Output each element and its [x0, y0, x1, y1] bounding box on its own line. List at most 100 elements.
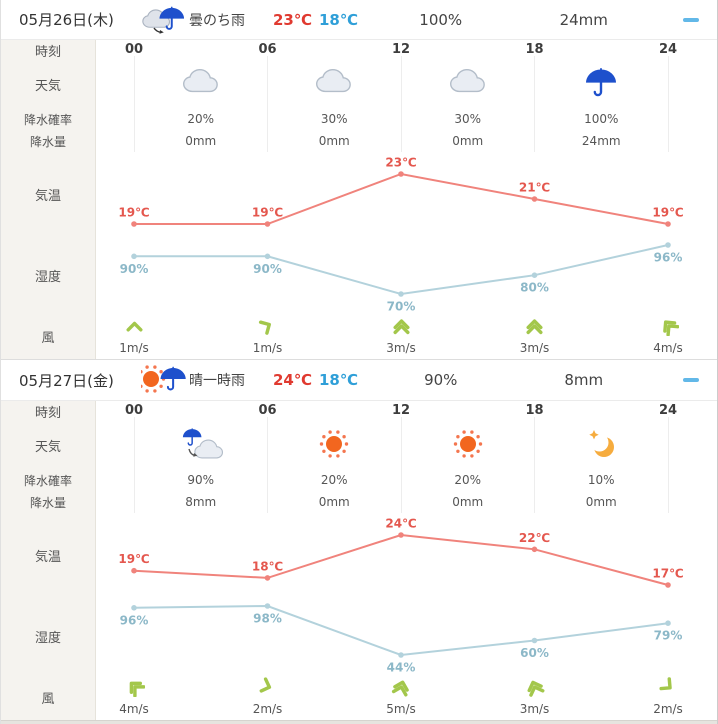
temp-point [264, 221, 271, 227]
row-label-wind: 風 [41, 331, 55, 346]
temp-value: 23℃ [385, 156, 416, 170]
temp-point [131, 567, 137, 574]
weather-summary: 曇のち雨 [189, 12, 245, 29]
wind-direction-icon [391, 319, 412, 340]
wind-cell: 2m/s [240, 676, 296, 716]
precipitation-probability: 90% [424, 371, 458, 389]
weather-icon-cloudy [179, 66, 223, 102]
humidity-point [264, 253, 271, 260]
temp-value: 24℃ [385, 517, 416, 531]
day-forecast-grid: 00 06 12 18 24 20% 0mm 30% 0mm 30% 0mm 100% 24mm 1… [96, 40, 717, 359]
weather-blocks: 90% 8mm 20% 0mm 20% 0mm 10% 0mm [96, 417, 717, 513]
column-divider [267, 417, 268, 513]
wind-cell: 4m/s [106, 676, 162, 716]
pop-value: 30% [320, 112, 348, 126]
wind-cell: 4m/s [640, 315, 696, 355]
day-header: 05月26日(木) 曇のち雨 23℃ 18℃ 100% 24mm [1, 0, 717, 40]
temperature-chart: 19℃ 19℃ 23℃ 21℃ 19℃ [118, 156, 684, 227]
collapse-button[interactable] [665, 17, 717, 22]
temp-point [665, 582, 671, 588]
cloud-umbrella-icon [141, 3, 189, 37]
row-labels-column: 時刻 天気 降水確率 降水量 気温 湿度 風 [1, 401, 96, 720]
temp-point [264, 575, 271, 581]
page-bottom-strip [1, 720, 717, 724]
weather-icon-sunny [312, 427, 356, 463]
column-divider [267, 56, 268, 152]
weather-summary: 晴一時雨 [189, 373, 245, 389]
day-panel-1: 05月26日(木) 曇のち雨 23℃ 18℃ 100% 24mm 時刻 天気 降… [1, 0, 717, 359]
high-temp: 23℃ [273, 10, 313, 29]
wind-speed-value: 5m/s [386, 702, 416, 716]
weather-icon-rain-then-cloudy [179, 427, 223, 463]
precip-amount-value: 0mm [185, 134, 217, 148]
time-label: 06 [258, 403, 277, 418]
humidity-value: 90% [120, 262, 149, 276]
pop-value: 90% [187, 473, 215, 487]
row-label-weather: 天気 [34, 439, 61, 455]
row-label-humidity: 湿度 [34, 630, 61, 646]
humidity-value: 98% [253, 612, 282, 626]
humidity-value: 79% [654, 629, 683, 643]
row-label-time: 時刻 [34, 44, 61, 60]
precipitation-probability: 100% [419, 10, 463, 29]
wind-direction-icon [391, 680, 412, 701]
temp-point [531, 196, 538, 202]
wind-row: 4m/s 2m/s 5m/s 3m/s 2m/s [96, 675, 717, 720]
temp-value: 22℃ [519, 531, 550, 545]
low-temp: 18℃ [319, 371, 359, 389]
humidity-point [264, 603, 271, 609]
humidity-value: 96% [654, 251, 683, 265]
wind-direction-icon [524, 680, 545, 701]
humidity-chart: 96% 98% 44% 60% 79% [120, 603, 683, 675]
wind-cell: 3m/s [507, 315, 563, 355]
column-divider [400, 417, 402, 513]
temp-point [131, 221, 137, 227]
wind-speed-value: 2m/s [653, 702, 683, 716]
row-label-temp: 気温 [34, 549, 61, 565]
row-label-temp: 気温 [34, 188, 61, 204]
pop-value: 20% [320, 473, 348, 487]
day-header: 05月27日(金) 晴一時雨 24℃ 18℃ 90% 8mm [1, 359, 717, 401]
precip-amount-value: 8mm [185, 495, 217, 509]
column-divider [534, 56, 535, 152]
wind-speed-value: 2m/s [252, 702, 283, 716]
wind-direction-icon [257, 320, 278, 340]
wind-cell: 2m/s [640, 676, 696, 716]
humidity-point [531, 272, 538, 278]
time-label: 24 [658, 403, 678, 418]
temp-point [398, 171, 404, 177]
temp-point [531, 546, 538, 553]
column-divider [534, 417, 535, 513]
weather-icon-rain [579, 66, 623, 102]
wind-speed-value: 4m/s [653, 341, 683, 355]
wind-speed-value: 4m/s [119, 702, 149, 716]
time-label: 18 [525, 42, 544, 57]
day-panel-2: 05月27日(金) 晴一時雨 24℃ 18℃ 90% 8mm 時刻 天気 降水確… [1, 359, 717, 720]
collapse-button[interactable] [665, 378, 717, 382]
wind-speed-value: 1m/s [119, 341, 149, 355]
humidity-point [665, 242, 671, 248]
temp-point [665, 221, 671, 227]
time-label: 00 [124, 403, 144, 418]
humidity-point [665, 620, 671, 626]
time-label: 12 [391, 42, 411, 57]
weather-blocks: 20% 0mm 30% 0mm 30% 0mm 100% 24mm [96, 56, 717, 152]
pop-value: 100% [584, 112, 619, 126]
weather-icon-sunny [446, 427, 490, 463]
weather-icon-clear-night [579, 427, 623, 463]
humidity-point [531, 637, 538, 644]
temp-value: 19℃ [118, 552, 149, 566]
wind-cell: 1m/s [106, 315, 162, 355]
day-body: 時刻 天気 降水確率 降水量 気温 湿度 風 00 06 12 18 24 20% 0mm… [1, 40, 717, 359]
temp-value: 19℃ [118, 206, 149, 220]
precip-amount-value: 0mm [452, 495, 484, 509]
precip-amount-value: 0mm [452, 134, 484, 148]
row-label-wind: 風 [41, 692, 55, 707]
row-label-amount: 降水量 [29, 134, 66, 149]
column-divider [133, 417, 135, 513]
pop-value: 20% [454, 473, 482, 487]
weather-icon-cloudy [446, 66, 490, 102]
wind-speed-value: 1m/s [252, 341, 283, 355]
time-label: 24 [658, 42, 678, 57]
temp-point [398, 532, 404, 538]
